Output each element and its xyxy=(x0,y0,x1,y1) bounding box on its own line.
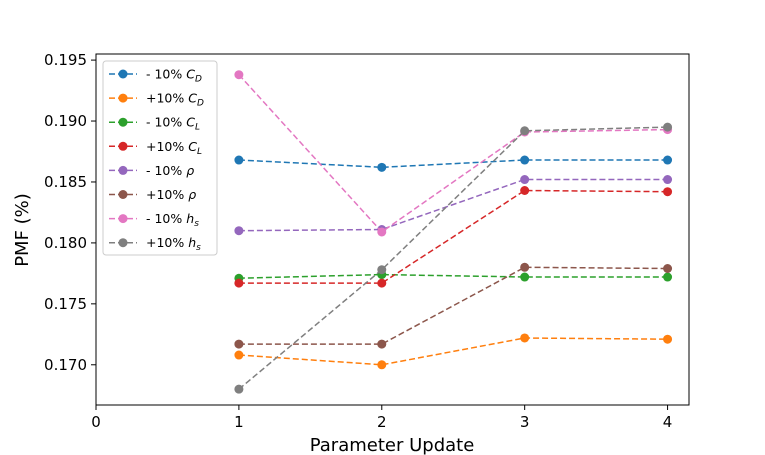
y-tick-label: 0.190 xyxy=(44,112,87,130)
series-line xyxy=(238,337,668,366)
y-tick-label: 0.195 xyxy=(44,51,87,69)
legend-swatch-marker xyxy=(118,93,128,103)
legend-label: +10% CD xyxy=(146,91,204,109)
legend-label: - 10% CD xyxy=(146,67,202,85)
data-point xyxy=(520,155,530,165)
series-7 xyxy=(234,122,673,394)
series-line xyxy=(238,178,668,232)
legend-swatch-marker xyxy=(118,165,128,175)
data-point xyxy=(377,339,387,349)
data-point xyxy=(663,155,673,165)
legend-swatch-marker xyxy=(118,69,128,79)
plot-frame xyxy=(95,53,690,406)
data-point xyxy=(234,70,244,80)
legend-box xyxy=(102,60,218,256)
y-tick-label: 0.180 xyxy=(44,234,87,252)
data-point xyxy=(377,227,387,237)
data-point xyxy=(234,350,244,360)
x-tick-label: 1 xyxy=(234,413,244,431)
legend-item: - 10% CL xyxy=(109,115,200,133)
ticks-layer: 0 1 2 3 4 0.170 0.175 0.180 0.185 0.190 0.195 xyxy=(44,51,672,431)
series-5 xyxy=(234,262,673,349)
legend-item: - 10% CD xyxy=(109,67,202,85)
legend-swatch-marker xyxy=(118,117,128,127)
x-tick-label: 2 xyxy=(377,413,387,431)
data-point xyxy=(663,122,673,132)
legend-label: - 10% hs xyxy=(146,211,199,229)
data-point xyxy=(377,360,387,370)
data-point xyxy=(234,278,244,288)
data-point xyxy=(663,272,673,282)
data-point xyxy=(377,162,387,172)
data-point xyxy=(663,264,673,273)
legend-label: +10% hs xyxy=(146,235,201,253)
x-tick-label: 3 xyxy=(520,413,530,431)
x-axis-label: Parameter Update xyxy=(310,435,475,455)
data-point xyxy=(377,265,387,275)
legend-label: +10% ρ xyxy=(146,187,196,202)
legend-item: +10% hs xyxy=(109,235,201,253)
data-point xyxy=(663,175,673,185)
legend-label: - 10% ρ xyxy=(146,163,194,178)
series-line xyxy=(238,189,668,284)
legend-swatch-marker xyxy=(118,141,128,151)
x-tick-label: 0 xyxy=(91,413,101,431)
data-point xyxy=(663,187,673,197)
y-tick-label: 0.175 xyxy=(44,295,87,313)
legend-label: - 10% CL xyxy=(146,115,200,133)
legend-swatch-marker xyxy=(118,190,128,199)
legend-swatch-marker xyxy=(118,214,128,224)
data-point xyxy=(520,262,530,272)
data-point xyxy=(234,339,244,349)
legend-label: +10% CL xyxy=(146,139,202,157)
legend-swatch-marker xyxy=(118,238,128,248)
legend-item: - 10% ρ xyxy=(109,163,194,178)
series-4 xyxy=(234,175,673,236)
series-layer xyxy=(234,70,673,394)
series-line xyxy=(238,74,668,233)
data-point xyxy=(520,272,530,282)
data-point xyxy=(520,333,530,343)
legend: - 10% CD +10% CD - 10% CL +10% CL - 10% ρ +10… xyxy=(102,60,218,256)
series-0 xyxy=(234,155,673,172)
data-point xyxy=(663,334,673,344)
series-line xyxy=(238,126,668,390)
data-point xyxy=(377,278,387,288)
data-point xyxy=(520,175,530,185)
legend-item: +10% ρ xyxy=(109,187,196,202)
legend-item: - 10% hs xyxy=(109,211,199,229)
data-point xyxy=(234,384,244,394)
legend-item: +10% CL xyxy=(109,139,202,157)
series-1 xyxy=(234,333,673,370)
x-tick-label: 4 xyxy=(663,413,673,431)
data-point xyxy=(520,186,530,195)
y-tick-label: 0.170 xyxy=(44,356,87,374)
data-point xyxy=(234,226,244,236)
y-tick-label: 0.185 xyxy=(44,173,87,191)
data-point xyxy=(234,155,244,165)
series-3 xyxy=(234,186,673,288)
legend-item: +10% CD xyxy=(109,91,204,109)
y-axis-label: PMF (%) xyxy=(12,193,33,267)
data-point xyxy=(520,126,530,136)
